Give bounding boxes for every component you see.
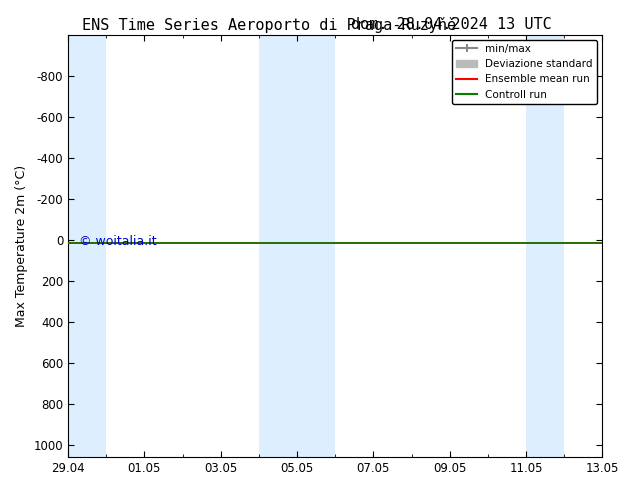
Text: dom. 28.04.2024 13 UTC: dom. 28.04.2024 13 UTC: [351, 17, 552, 32]
Y-axis label: Max Temperature 2m (°C): Max Temperature 2m (°C): [15, 165, 28, 327]
Bar: [259, 35, 335, 457]
Bar: [526, 35, 564, 457]
Legend: min/max, Deviazione standard, Ensemble mean run, Controll run: min/max, Deviazione standard, Ensemble m…: [452, 40, 597, 104]
Bar: [68, 35, 107, 457]
Text: ENS Time Series Aeroporto di Praga-Ruzyňě: ENS Time Series Aeroporto di Praga-Ruzyň…: [82, 17, 456, 33]
Text: © woitalia.it: © woitalia.it: [79, 235, 157, 248]
